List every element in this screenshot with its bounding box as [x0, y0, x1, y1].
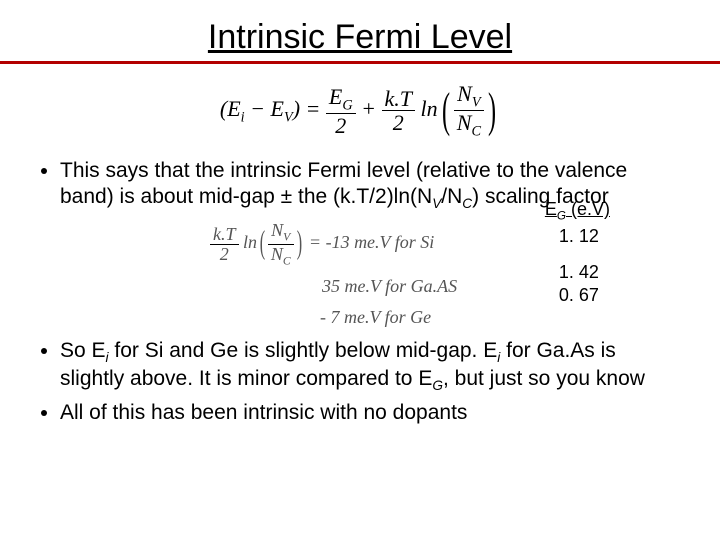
seq-N-den-sub: C	[283, 254, 291, 267]
eq-frac2: k.T 2	[382, 87, 416, 134]
mid-block: EG (e.V) 1. 12 1. 42 0. 67 k.T 2 ln( NV …	[40, 218, 680, 331]
eg-table-header: EG (e.V)	[545, 198, 610, 224]
small-eq-row3: - 7 me.V for Ge	[320, 303, 680, 332]
eq-lhs-close: ) =	[293, 96, 326, 121]
seq-N-den: N	[271, 244, 283, 264]
seq-N-num-sub: V	[283, 230, 290, 243]
eg-val-3: 0. 67	[559, 284, 610, 307]
seq-frac-kt: k.T 2	[210, 225, 239, 264]
bullet-3: All of this has been intrinsic with no d…	[60, 400, 680, 426]
seq-kt-den: 2	[210, 245, 239, 264]
eq-frac2-den: 2	[382, 111, 416, 134]
seq-ln: ln	[243, 232, 257, 252]
bullet1-b: /N	[441, 185, 462, 208]
bullet-2: So Ei for Si and Ge is slightly below mi…	[60, 338, 680, 395]
eq-frac3-den-N: N	[457, 110, 472, 135]
eq-lparen: (	[442, 83, 450, 138]
eq-frac3-num-N: N	[457, 81, 472, 106]
eq-plus: +	[361, 96, 381, 121]
seq-N-num: N	[271, 220, 283, 240]
bullet2-d: , but just so you know	[443, 367, 645, 390]
small-eq-row2: 35 me.V for Ga.AS	[322, 272, 680, 301]
eq-rparen: )	[488, 83, 496, 138]
eq-frac3-den-sub: C	[471, 124, 481, 140]
seq-frac-N: NV NC	[268, 221, 294, 268]
eg-hdr-rest: (e.V)	[566, 199, 610, 219]
eq-frac1: EG 2	[326, 85, 356, 137]
eg-hdr-sub: G	[557, 210, 566, 223]
seq-r1: = -13 me.V for Si	[304, 232, 434, 252]
eq-frac2-num: k.T	[382, 87, 416, 111]
seq-kt-num: k.T	[210, 225, 239, 245]
eq-Ev: E	[271, 96, 284, 121]
bullet1-subV: V	[432, 196, 441, 211]
eq-Ev-sub: V	[284, 109, 293, 125]
bullet2-b: for Si and Ge is slightly below mid-gap.…	[109, 339, 498, 362]
eq-frac1-num-E: E	[329, 84, 342, 109]
title-rule	[0, 61, 720, 64]
eq-frac1-den: 2	[326, 114, 356, 137]
eg-hdr-E: E	[545, 199, 557, 219]
main-equation: (Ei − EV) = EG 2 + k.T 2 ln( NV NC )	[40, 82, 680, 140]
bullet1-subC: C	[462, 196, 472, 211]
eq-frac3: NV NC	[454, 82, 484, 140]
eq-Ei: E	[227, 96, 240, 121]
bullet-list-2: So Ei for Si and Ge is slightly below mi…	[60, 338, 680, 427]
eq-frac3-num-sub: V	[472, 94, 481, 110]
eg-table: EG (e.V) 1. 12 1. 42 0. 67	[545, 198, 610, 306]
bullet2-sub-G: G	[432, 378, 443, 393]
bullet2-a: So E	[60, 339, 106, 362]
eg-val-1: 1. 12	[559, 225, 610, 248]
eq-minus: −	[245, 96, 271, 121]
eq-frac1-num-sub: G	[342, 97, 352, 113]
seq-rparen: )	[296, 218, 301, 270]
eq-ln: ln	[421, 96, 438, 121]
seq-lparen: (	[260, 218, 265, 270]
page-title: Intrinsic Fermi Level	[40, 18, 680, 57]
eg-val-2: 1. 42	[559, 261, 610, 284]
